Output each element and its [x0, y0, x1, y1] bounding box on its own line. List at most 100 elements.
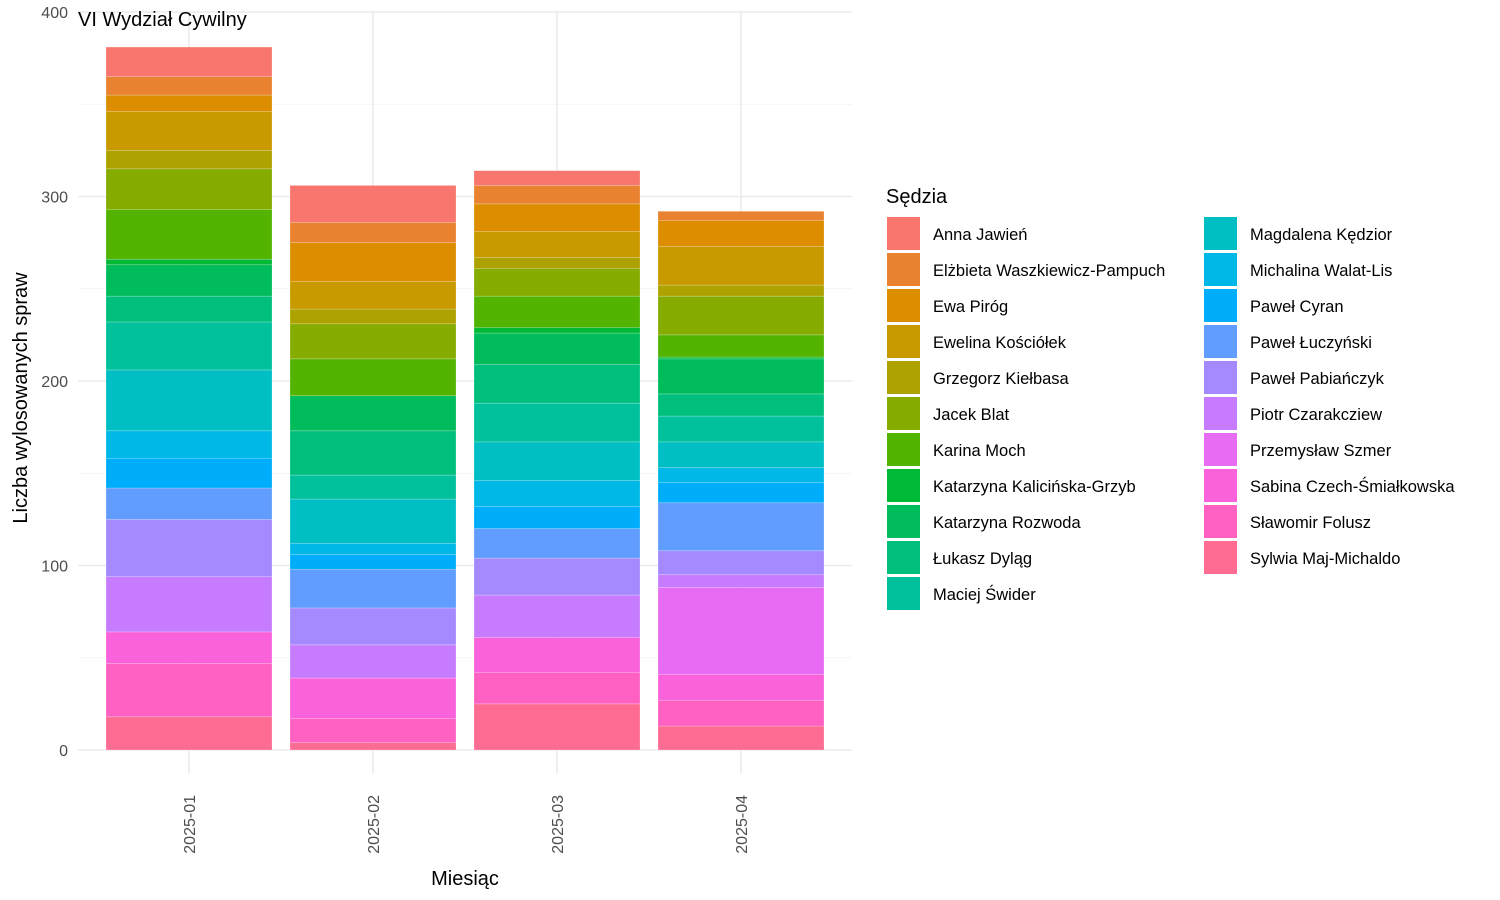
legend-key	[887, 433, 920, 466]
bar-segment	[105, 258, 273, 266]
legend-label: Grzegorz Kiełbasa	[933, 370, 1070, 388]
legend-label: Paweł Cyran	[1250, 298, 1344, 316]
legend-label: Ewa Piróg	[933, 298, 1008, 316]
bar-segment	[105, 46, 273, 77]
legend-label: Katarzyna Kalicińska-Grzyb	[933, 478, 1136, 496]
y-tick-label: 300	[41, 190, 68, 207]
legend-label: Elżbieta Waszkiewicz-Pampuch	[933, 262, 1165, 280]
legend-item: Grzegorz Kiełbasa	[887, 361, 1070, 394]
legend-label: Michalina Walat-Lis	[1250, 262, 1392, 280]
y-axis-ticks: 0 100 200 300 400	[41, 5, 68, 760]
bar-segment	[289, 242, 457, 282]
legend-label: Paweł Łuczyński	[1250, 334, 1372, 352]
bar-segment	[105, 94, 273, 112]
chart-title: VI Wydział Cywilny	[78, 9, 247, 31]
legend-item: Katarzyna Kalicińska-Grzyb	[887, 469, 1136, 502]
x-axis-ticks: 2025-01 2025-02 2025-03 2025-04	[182, 795, 751, 854]
bar-segment	[289, 607, 457, 646]
bar-segment	[289, 395, 457, 432]
bar-segment	[657, 587, 825, 675]
legend-label: Jacek Blat	[933, 406, 1010, 424]
legend-item: Łukasz Dyląg	[887, 541, 1032, 574]
bar-segment	[657, 699, 825, 727]
bar-segment	[289, 644, 457, 679]
legend-key	[887, 325, 920, 358]
bar-segment	[657, 415, 825, 443]
legend-key	[887, 577, 920, 610]
bar-segment	[657, 574, 825, 588]
legend-key	[1204, 253, 1237, 286]
bar-segment	[289, 222, 457, 243]
legend-label: Anna Jawień	[933, 226, 1027, 244]
bar-segment	[473, 703, 641, 751]
bar-segment	[289, 554, 457, 570]
legend-item: Ewelina Kościółek	[887, 325, 1067, 358]
y-tick-label: 100	[41, 559, 68, 576]
legend-label: Ewelina Kościółek	[933, 334, 1067, 352]
legend-key	[1204, 361, 1237, 394]
bar-segment	[289, 323, 457, 360]
bar-segment	[473, 257, 641, 269]
bar-segment	[657, 674, 825, 701]
bar-segment	[473, 268, 641, 297]
legend-key	[1204, 397, 1237, 430]
legend-key	[1204, 541, 1237, 574]
bar-segment	[289, 430, 457, 476]
legend: Sędzia Anna Jawień Elżbieta Waszkiewicz-P…	[886, 186, 1455, 610]
x-tick-label: 2025-04	[734, 795, 751, 854]
legend-item: Piotr Czarakcziew	[1204, 397, 1382, 430]
bar-segment	[473, 203, 641, 232]
bar-segment	[289, 543, 457, 555]
bar-segment	[289, 718, 457, 743]
bar-segment	[105, 168, 273, 210]
bar-segment	[657, 220, 825, 247]
legend-item: Paweł Łuczyński	[1204, 325, 1372, 358]
bar-segment	[473, 528, 641, 559]
bar-segment	[473, 637, 641, 673]
legend-item: Michalina Walat-Lis	[1204, 253, 1392, 286]
bar-segment	[657, 334, 825, 358]
legend-key	[1204, 433, 1237, 466]
y-tick-label: 200	[41, 374, 68, 391]
bar-segment	[473, 170, 641, 186]
legend-item: Katarzyna Rozwoda	[887, 505, 1081, 538]
legend-item: Sławomir Folusz	[1204, 505, 1371, 538]
bar-segment	[473, 557, 641, 596]
legend-item: Paweł Cyran	[1204, 289, 1344, 322]
y-axis-title: Liczba wylosowanych spraw	[10, 272, 32, 524]
bar-segment	[289, 742, 457, 751]
bar-segment	[657, 467, 825, 483]
bar-segment	[657, 550, 825, 576]
bar-segment	[289, 568, 457, 609]
bars	[105, 46, 825, 751]
bar-segment	[473, 185, 641, 205]
legend-label: Paweł Pabiańczyk	[1250, 370, 1385, 388]
legend-item: Magdalena Kędzior	[1204, 217, 1393, 250]
legend-key	[1204, 289, 1237, 322]
bar-segment	[289, 308, 457, 325]
legend-item: Przemysław Szmer	[1204, 433, 1392, 466]
legend-key	[887, 469, 920, 502]
bar-segment	[105, 519, 273, 577]
bar-segment	[657, 502, 825, 552]
legend-key	[1204, 325, 1237, 358]
bar-segment	[657, 393, 825, 417]
bar-segment	[657, 210, 825, 221]
legend-key	[1204, 217, 1237, 250]
bar-segment	[105, 716, 273, 751]
legend-item: Sabina Czech-Śmiałkowska	[1204, 469, 1455, 502]
y-tick-label: 0	[59, 743, 68, 760]
legend-label: Katarzyna Rozwoda	[933, 514, 1081, 532]
legend-title: Sędzia	[886, 186, 948, 208]
bar-segment	[473, 327, 641, 334]
bar-segment	[105, 295, 273, 323]
legend-key	[1204, 469, 1237, 502]
bar-segment	[105, 111, 273, 151]
legend-key	[887, 289, 920, 322]
bar-segment	[105, 487, 273, 520]
bar-segment	[657, 246, 825, 286]
legend-label: Sławomir Folusz	[1250, 514, 1371, 532]
legend-label: Sabina Czech-Śmiałkowska	[1250, 477, 1455, 496]
bar-segment	[473, 295, 641, 328]
bar-segment	[105, 321, 273, 371]
